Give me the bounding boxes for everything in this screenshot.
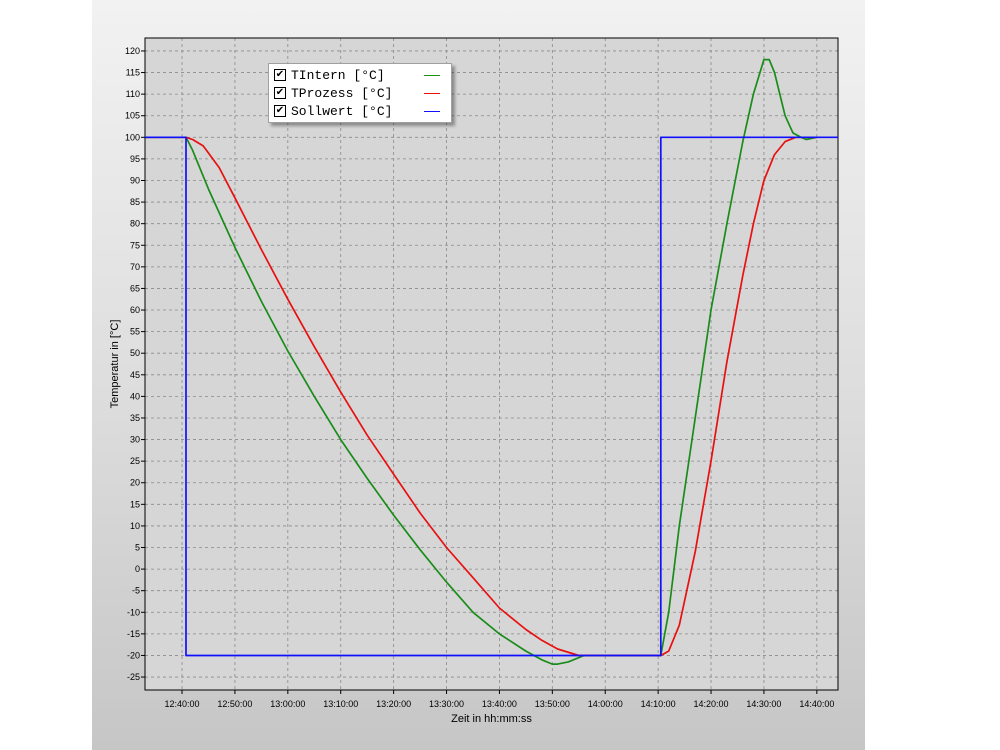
x-tick-label: 14:20:00 <box>694 699 729 709</box>
y-tick-label: 35 <box>130 413 140 423</box>
y-tick-label: 5 <box>135 543 140 553</box>
y-tick-label: 115 <box>126 68 140 78</box>
y-tick-label: 10 <box>130 521 140 531</box>
y-tick-label: 90 <box>130 175 140 185</box>
x-tick-label: 13:10:00 <box>323 699 358 709</box>
y-tick-label: 60 <box>130 305 140 315</box>
x-tick-label: 12:50:00 <box>217 699 252 709</box>
y-tick-label: -5 <box>132 586 140 596</box>
y-tick-label: 80 <box>130 219 140 229</box>
y-tick-label: 15 <box>130 499 140 509</box>
y-tick-label: 25 <box>130 456 140 466</box>
x-tick-label: 14:30:00 <box>746 699 781 709</box>
series-line-sollwert-c <box>145 136 838 657</box>
y-tick-label: 120 <box>125 46 140 56</box>
y-tick-label: 45 <box>130 370 140 380</box>
y-tick-label: 50 <box>130 348 140 358</box>
legend-item-tintern[interactable]: ✔ TIntern [°C] <box>274 67 446 83</box>
y-tick-label: 40 <box>130 391 140 401</box>
y-tick-label: 70 <box>130 262 140 272</box>
legend-item-sollwert[interactable]: ✔ Sollwert [°C] <box>274 103 446 119</box>
y-tick-label: -20 <box>127 650 140 660</box>
legend-label: TIntern [°C] <box>291 67 385 83</box>
y-tick-label: -10 <box>127 607 140 617</box>
chart-legend: ✔ TIntern [°C] ✔ TProzess [°C] ✔ Sollwer… <box>268 63 452 123</box>
x-tick-label: 13:00:00 <box>270 699 305 709</box>
plot-area <box>145 38 838 690</box>
checkbox-icon[interactable]: ✔ <box>274 69 286 81</box>
x-tick-label: 14:00:00 <box>588 699 623 709</box>
x-tick-label: 14:40:00 <box>799 699 834 709</box>
y-axis-title: Temperatur in [°C] <box>109 320 121 409</box>
x-tick-label: 12:40:00 <box>165 699 200 709</box>
y-tick-label: 20 <box>130 478 140 488</box>
y-tick-label: 0 <box>135 564 140 574</box>
y-tick-label: 95 <box>130 154 140 164</box>
series-line-tprozess-c <box>145 136 817 657</box>
x-tick-label: 13:20:00 <box>376 699 411 709</box>
plot-border <box>144 37 839 691</box>
x-tick-label: 13:50:00 <box>535 699 570 709</box>
legend-swatch <box>424 93 440 94</box>
y-tick-label: -25 <box>127 672 140 682</box>
legend-item-tprozess[interactable]: ✔ TProzess [°C] <box>274 85 446 101</box>
checkbox-icon[interactable]: ✔ <box>274 105 286 117</box>
legend-label: TProzess [°C] <box>291 85 393 101</box>
y-tick-label: 100 <box>125 132 140 142</box>
y-tick-label: 110 <box>126 89 140 99</box>
series-line-tintern-c <box>145 58 817 665</box>
checkbox-icon[interactable]: ✔ <box>274 87 286 99</box>
y-tick-label: 55 <box>130 327 140 337</box>
y-tick-label: 105 <box>125 111 140 121</box>
x-tick-label: 13:40:00 <box>482 699 517 709</box>
x-axis-title: Zeit in hh:mm:ss <box>451 713 532 725</box>
legend-swatch <box>424 111 440 112</box>
y-tick-label: -15 <box>127 629 140 639</box>
y-tick-label: 75 <box>130 240 140 250</box>
x-tick-label: 13:30:00 <box>429 699 464 709</box>
legend-swatch <box>424 75 440 76</box>
y-tick-label: 65 <box>130 283 140 293</box>
x-tick-label: 14:10:00 <box>641 699 676 709</box>
y-tick-label: 85 <box>130 197 140 207</box>
legend-label: Sollwert [°C] <box>291 103 393 119</box>
y-tick-label: 30 <box>130 435 140 445</box>
